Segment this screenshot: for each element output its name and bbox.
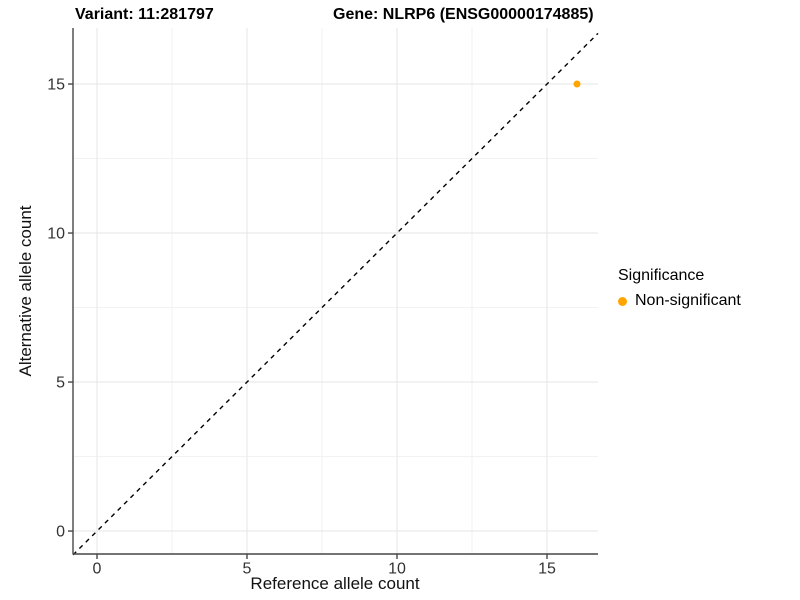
gene-title: Gene: NLRP6 (ENSG00000174885) — [333, 6, 594, 23]
y-tick-label: 5 — [56, 375, 65, 392]
x-tick-label: 0 — [93, 561, 102, 578]
x-tick-label: 5 — [243, 561, 252, 578]
x-axis-title: Reference allele count — [250, 574, 420, 593]
x-tick-label: 15 — [538, 561, 556, 578]
identity-line — [72, 32, 599, 556]
y-tick-label: 10 — [47, 226, 65, 243]
legend: Significance Non-significant — [618, 266, 741, 310]
x-tick-label: 10 — [388, 561, 406, 578]
y-tick-label: 0 — [56, 524, 65, 541]
y-tick-label: 15 — [47, 77, 65, 94]
data-point — [573, 80, 581, 88]
y-axis-title: Alternative allele count — [16, 205, 35, 377]
legend-dot-icon — [618, 296, 627, 306]
legend-item-label: Non-significant — [635, 292, 741, 309]
variant-title: Variant: 11:281797 — [75, 6, 214, 23]
legend-item-non-significant: Non-significant — [618, 292, 741, 310]
legend-title: Significance — [618, 267, 705, 284]
